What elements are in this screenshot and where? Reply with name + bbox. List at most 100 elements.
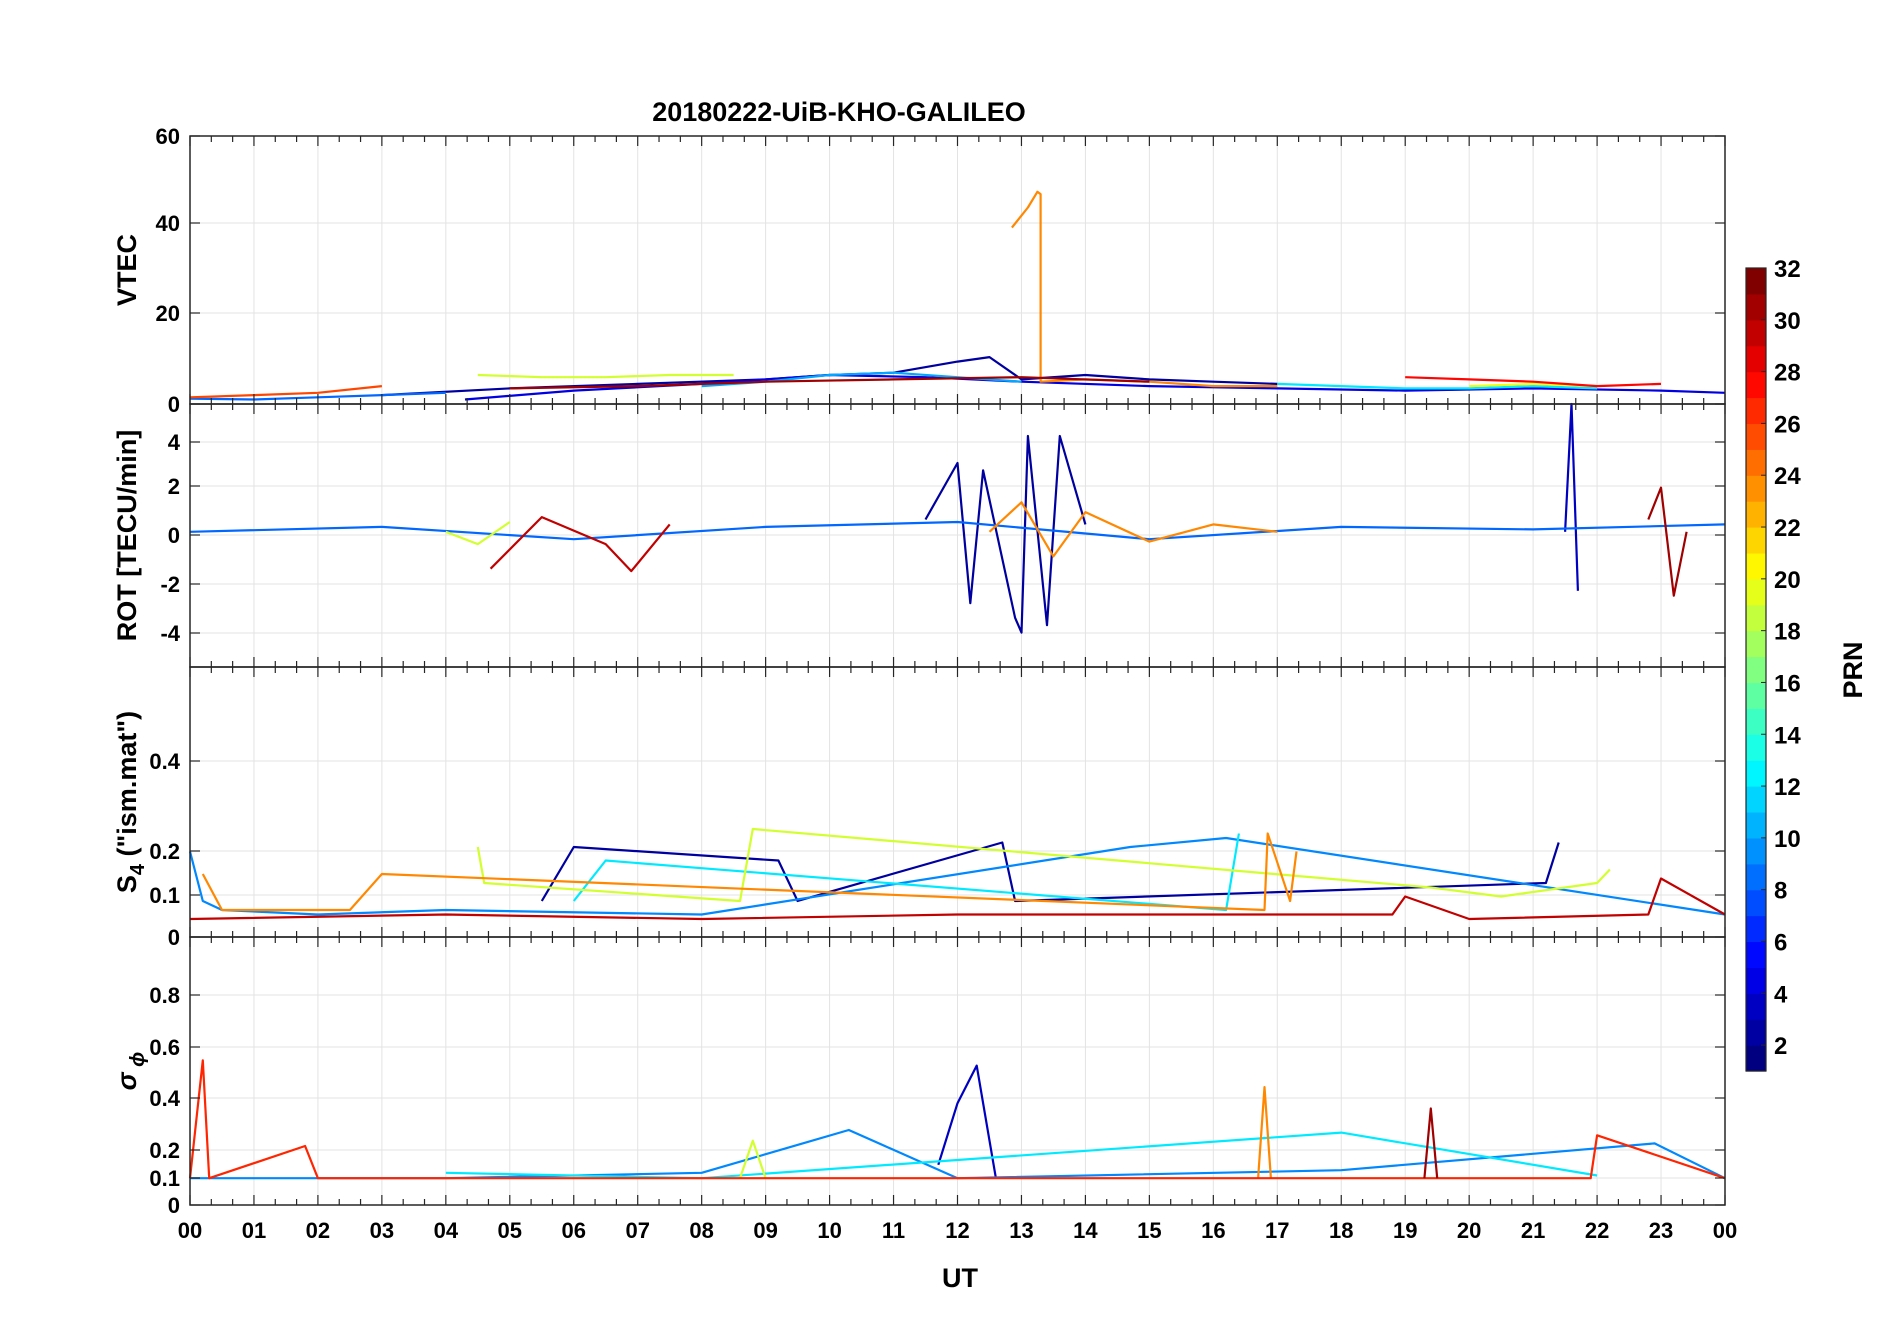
colorbar-segment	[1746, 786, 1766, 813]
colorbar-segment	[1746, 475, 1766, 502]
x-tick-label: 19	[1393, 1218, 1417, 1243]
colorbar-segment	[1746, 527, 1766, 554]
colorbar-segment	[1746, 837, 1766, 865]
series-prn-12	[1277, 382, 1598, 390]
colorbar-segment	[1746, 993, 1766, 1020]
series-prn-26	[189, 385, 383, 399]
x-tick-label: 10	[817, 1218, 841, 1243]
y-tick-label: 0.2	[149, 1138, 180, 1163]
x-axis-label: UT	[942, 1263, 978, 1293]
panel-1: 60 40 20 0 VTEC	[112, 124, 1726, 417]
y-tick-label: 40	[156, 211, 180, 236]
colorbar-tick-label: 28	[1774, 360, 1801, 387]
y-tick-label: 0.4	[149, 1086, 180, 1111]
y-tick-label: -2	[160, 572, 180, 597]
x-tick-label: 06	[562, 1218, 586, 1243]
panel-3: 0.4 0.2 0.1 0 S4 ("ism.mat")	[112, 666, 1726, 950]
x-tick-label: 00	[1713, 1218, 1737, 1243]
colorbar-segment	[1746, 863, 1766, 891]
panel-2: 4 2 0 -2 -4 ROT [TECU/min]	[112, 402, 1726, 668]
colorbar-tick-label: 22	[1774, 515, 1801, 542]
series-prn-12	[572, 833, 1240, 912]
x-tick-label: 21	[1521, 1218, 1545, 1243]
series-prn-30	[189, 877, 1726, 921]
x-tick-label: 12	[945, 1218, 969, 1243]
panel-4: 0.8 0.6 0.4 0.2 0.10 σ ϕ	[112, 936, 1726, 1218]
x-tick-label: 14	[1073, 1218, 1098, 1243]
x-tick-label: 02	[306, 1218, 330, 1243]
series-prn-9	[188, 836, 1726, 916]
series-prn-2	[381, 356, 1278, 397]
y-tick-label: 0	[168, 523, 180, 548]
series-prn-12	[445, 1131, 1598, 1180]
series-prn-19	[738, 1139, 767, 1179]
colorbar-label: PRN	[1838, 641, 1868, 698]
x-tick-label: 01	[242, 1218, 266, 1243]
series-prn-2	[924, 434, 1087, 634]
y-tick-label: 0.2	[149, 839, 180, 864]
x-tick-label: 15	[1137, 1218, 1161, 1243]
colorbar-segment	[1746, 371, 1766, 399]
colorbar-frame	[1745, 267, 1767, 1072]
series-prn-30	[489, 516, 671, 573]
y-tick-label: 60	[156, 124, 180, 149]
colorbar-segment	[1746, 501, 1766, 528]
colorbar: 32 30 28 26 24 22 20 18 16 14 12 10 8 6 4 2 PRN	[1745, 256, 1868, 1072]
colorbar-segment	[1746, 345, 1766, 373]
colorbar-tick-label: 2	[1774, 1033, 1787, 1060]
x-tick-label: 20	[1457, 1218, 1481, 1243]
x-tick-label: 11	[882, 1218, 905, 1243]
x-tick-label: 18	[1329, 1218, 1353, 1243]
x-tick-label: 13	[1009, 1218, 1033, 1243]
series-prn-19	[476, 827, 1611, 903]
colorbar-tick-label: 16	[1774, 670, 1801, 697]
series-prn-24	[201, 832, 1298, 912]
colorbar-segment	[1746, 1045, 1766, 1072]
colorbar-tick-label: 20	[1774, 567, 1801, 594]
series-prn-31	[509, 376, 1150, 390]
y-tick-label: 0.8	[149, 983, 180, 1008]
colorbar-segment	[1746, 967, 1766, 994]
x-tick-label: 07	[625, 1218, 649, 1243]
colorbar-segment	[1746, 397, 1766, 425]
series-prn-28	[1405, 376, 1662, 388]
y-axis-label: σ ϕ	[112, 1052, 149, 1091]
series-prn-19	[445, 521, 511, 546]
series-prn-3	[1564, 402, 1579, 591]
colorbar-tick-label: 18	[1774, 619, 1801, 646]
colorbar-tick-label: 26	[1774, 411, 1801, 438]
y-tick-label: 0	[168, 925, 180, 950]
colorbar-segment	[1746, 1019, 1766, 1046]
x-tick-label: 04	[434, 1218, 459, 1243]
series-prn-31	[1647, 486, 1688, 597]
x-tick-label: 03	[370, 1218, 394, 1243]
y-tick-label: 0.1	[149, 883, 180, 908]
x-tick-label: 08	[689, 1218, 713, 1243]
x-tick-label: 09	[753, 1218, 777, 1243]
y-tick-label: 20	[156, 301, 180, 326]
x-tick-label: 23	[1649, 1218, 1673, 1243]
series-prn-24	[1257, 1086, 1272, 1179]
y-axis-label: VTEC	[112, 234, 142, 306]
colorbar-segment	[1746, 941, 1766, 968]
colorbar-tick-label: 14	[1774, 722, 1801, 749]
colorbar-segment	[1746, 656, 1766, 684]
series-prn-24	[988, 501, 1278, 558]
x-tick-label: 17	[1265, 1218, 1289, 1243]
colorbar-segment	[1746, 889, 1766, 917]
x-tick-label: 05	[498, 1218, 522, 1243]
chart-title: 20180222-UiB-KHO-GALILEO	[652, 97, 1026, 127]
y-tick-label: 0	[168, 1193, 180, 1218]
series-prn-27	[188, 1059, 1726, 1180]
y-tick-label: 4	[168, 430, 181, 455]
colorbar-tick-label: 10	[1774, 826, 1801, 853]
y-tick-label: 0.4	[149, 749, 180, 774]
colorbar-segment	[1746, 734, 1766, 761]
colorbar-segment	[1746, 268, 1766, 295]
colorbar-tick-label: 24	[1774, 463, 1801, 490]
colorbar-tick-label: 30	[1774, 308, 1801, 335]
series-prn-8	[189, 520, 1726, 541]
colorbar-segment	[1746, 293, 1766, 321]
